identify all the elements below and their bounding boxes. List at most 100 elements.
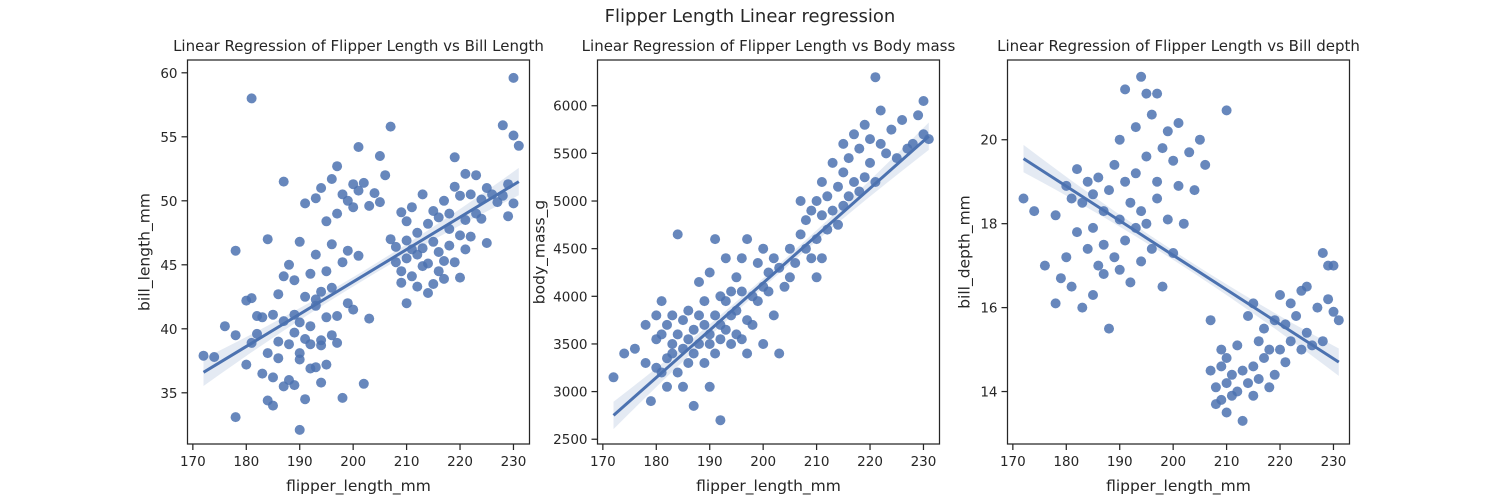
data-point xyxy=(423,288,433,298)
regression-line xyxy=(612,135,930,417)
regression-line xyxy=(1022,157,1340,364)
data-point xyxy=(763,286,774,297)
data-point xyxy=(1018,193,1029,204)
data-point xyxy=(1093,172,1104,183)
x-tick-label: 180 xyxy=(643,454,669,470)
data-point xyxy=(816,210,827,221)
x-tick-label: 190 xyxy=(287,454,313,470)
data-point xyxy=(433,266,444,277)
data-point xyxy=(230,245,241,256)
figure-suptitle: Flipper Length Linear regression xyxy=(604,6,896,27)
data-point xyxy=(726,286,737,297)
data-point xyxy=(1285,336,1296,347)
y-tick-label: 2500 xyxy=(553,432,587,448)
data-point xyxy=(758,243,769,254)
data-point xyxy=(1066,281,1077,292)
chart-title: Linear Regression of Flipper Length vs B… xyxy=(582,37,956,55)
data-point xyxy=(508,72,519,83)
data-point xyxy=(886,124,897,135)
data-point xyxy=(806,253,817,264)
data-point xyxy=(1136,256,1147,267)
data-point xyxy=(465,231,476,242)
y-tick-label: 20 xyxy=(980,133,997,149)
x-tick-label: 190 xyxy=(697,454,723,470)
data-point xyxy=(710,234,721,245)
data-point xyxy=(353,185,364,196)
y-tick-label: 4500 xyxy=(553,242,587,258)
data-point xyxy=(252,328,262,339)
data-point xyxy=(246,93,257,104)
data-point xyxy=(278,176,289,187)
data-point xyxy=(645,396,656,407)
data-point xyxy=(1248,390,1259,401)
x-tick-label: 170 xyxy=(1000,454,1026,470)
data-point xyxy=(316,183,327,193)
data-point xyxy=(310,362,321,373)
data-point xyxy=(1130,122,1141,133)
data-point xyxy=(1259,323,1269,334)
data-point xyxy=(1141,151,1152,162)
data-point xyxy=(608,372,619,383)
data-point xyxy=(715,415,726,426)
data-point xyxy=(310,249,321,260)
y-tick-label: 35 xyxy=(160,386,177,402)
y-axis-label: bill_length_mm xyxy=(136,193,155,311)
axes-frame xyxy=(596,59,941,445)
data-point xyxy=(683,334,694,345)
data-point xyxy=(1221,378,1232,389)
data-point xyxy=(273,353,284,364)
data-point xyxy=(289,275,300,286)
data-point xyxy=(865,134,875,145)
y-tick-label: 5500 xyxy=(553,146,587,162)
data-point xyxy=(790,258,801,268)
data-point xyxy=(752,258,763,268)
data-point xyxy=(1216,344,1227,355)
data-point xyxy=(854,143,865,154)
data-point xyxy=(784,272,795,283)
data-point xyxy=(1221,105,1232,116)
data-point xyxy=(816,177,827,187)
x-tick-label: 210 xyxy=(1214,454,1240,470)
x-tick-label: 230 xyxy=(911,454,937,470)
data-point xyxy=(332,337,343,348)
data-point xyxy=(353,142,364,152)
data-point xyxy=(1243,378,1253,389)
y-tick-label: 3500 xyxy=(553,337,587,353)
data-point xyxy=(1269,369,1280,380)
data-point xyxy=(348,202,359,213)
data-point xyxy=(460,215,471,225)
data-point xyxy=(1301,281,1312,292)
chart-panel-3: 170 180 190 200 210 220 230 14 16 18 20 Linear Regr… xyxy=(956,37,1360,496)
data-point xyxy=(406,202,417,213)
data-point xyxy=(672,367,683,378)
data-point xyxy=(508,130,519,141)
data-point xyxy=(508,198,519,209)
data-point xyxy=(1210,382,1221,393)
data-point xyxy=(1248,361,1259,372)
data-point xyxy=(1162,126,1173,137)
y-tick-label: 18 xyxy=(980,217,997,233)
data-point xyxy=(1173,118,1184,128)
data-point xyxy=(401,298,412,309)
data-point xyxy=(629,343,640,354)
data-point xyxy=(241,359,252,370)
data-point xyxy=(875,138,886,149)
data-point xyxy=(1232,386,1243,397)
x-tick-label: 190 xyxy=(1107,454,1133,470)
data-point xyxy=(694,277,704,287)
data-point xyxy=(1152,88,1163,99)
data-point xyxy=(433,212,444,223)
data-point xyxy=(455,230,465,241)
data-point xyxy=(704,381,715,392)
data-point xyxy=(385,234,396,245)
data-point xyxy=(1253,336,1264,347)
data-point xyxy=(1072,227,1082,238)
data-point xyxy=(1029,206,1040,217)
data-point xyxy=(1104,323,1114,334)
data-point xyxy=(838,167,849,178)
chart-title: Linear Regression of Flipper Length vs B… xyxy=(173,37,544,55)
x-tick-label: 180 xyxy=(233,454,259,470)
x-tick-label: 210 xyxy=(394,454,420,470)
data-point xyxy=(1072,164,1082,175)
data-point xyxy=(412,227,423,238)
